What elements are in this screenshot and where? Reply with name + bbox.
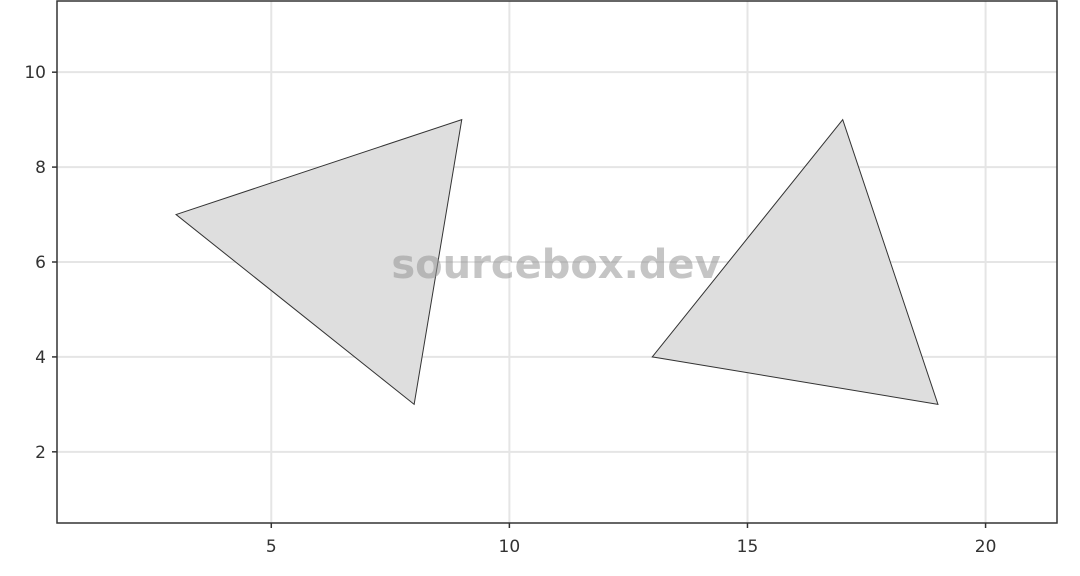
x-axis: 5 10 15 20 [266,523,997,557]
polygons [175,118,939,406]
x-tick-label: 5 [266,537,277,557]
y-tick-label: 2 [35,443,46,463]
triangle-1 [175,118,463,406]
x-tick-label: 15 [737,537,759,557]
y-tick-label: 4 [35,348,46,368]
grid [57,1,1057,523]
y-axis: 2 4 6 8 10 [24,63,57,463]
x-tick-label: 10 [499,537,521,557]
y-tick-label: 10 [24,63,46,83]
y-tick-label: 6 [35,253,46,273]
watermark: sourcebox.dev [391,242,720,288]
x-tick-label: 20 [975,537,997,557]
y-tick-label: 8 [35,158,46,178]
triangle-2 [651,118,939,405]
